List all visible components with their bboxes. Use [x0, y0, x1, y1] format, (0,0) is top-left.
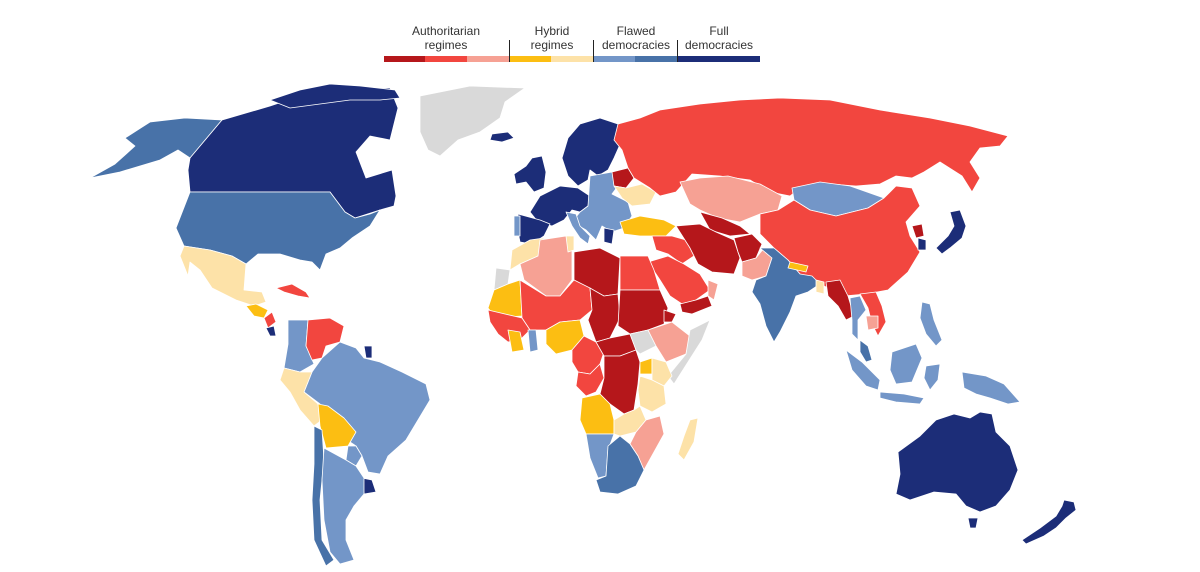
region-tunisia[interactable]	[565, 235, 575, 253]
region-philippines[interactable]	[919, 301, 943, 347]
region-ivory-coast[interactable]	[507, 329, 525, 353]
region-nepal[interactable]	[787, 261, 809, 273]
legend-label-authoritarian: Authoritarian regimes	[398, 24, 494, 52]
region-south-sudan[interactable]	[629, 329, 657, 355]
region-ethiopia[interactable]	[647, 321, 691, 363]
legend-swatch-authoritarian-1	[384, 56, 425, 62]
region-guatemala-honduras[interactable]	[245, 303, 269, 319]
region-australia[interactable]	[895, 411, 1019, 513]
region-iceland[interactable]	[489, 131, 515, 143]
legend-label-line: regimes	[424, 38, 468, 52]
region-myanmar[interactable]	[825, 279, 855, 321]
legend-label-flawed: Flawed democracies	[594, 24, 678, 52]
region-alaska[interactable]	[89, 117, 223, 179]
region-kenya[interactable]	[651, 357, 673, 387]
region-turkey[interactable]	[619, 215, 677, 237]
legend-label-line: Full	[709, 24, 729, 38]
region-malaysia[interactable]	[859, 339, 873, 363]
region-french-guiana[interactable]	[363, 345, 373, 359]
legend-swatch-hybrid-1	[509, 56, 551, 62]
legend-divider	[677, 40, 678, 62]
legend-label-line: regimes	[530, 38, 574, 52]
region-java[interactable]	[879, 391, 925, 405]
legend-label-line: democracies	[684, 38, 754, 52]
region-italy[interactable]	[565, 211, 591, 245]
region-costa-rica[interactable]	[265, 325, 277, 337]
region-tasmania[interactable]	[967, 517, 979, 529]
region-ukraine[interactable]	[613, 183, 657, 207]
region-paraguay[interactable]	[345, 445, 363, 467]
region-thailand[interactable]	[849, 295, 867, 341]
region-somalia[interactable]	[667, 319, 711, 385]
region-sulawesi[interactable]	[923, 363, 941, 391]
region-greenland[interactable]	[419, 85, 526, 157]
map-legend: Authoritarian regimes Hybrid regimes Fla…	[384, 22, 760, 64]
region-scandinavia[interactable]	[561, 117, 623, 187]
region-vietnam-laos[interactable]	[859, 291, 887, 337]
region-eritrea[interactable]	[663, 309, 677, 323]
region-egypt[interactable]	[619, 255, 661, 291]
region-japan[interactable]	[935, 209, 967, 255]
legend-label-hybrid: Hybrid regimes	[510, 24, 594, 52]
legend-label-line: Flawed	[616, 24, 656, 38]
legend-label-line: Hybrid	[534, 24, 570, 38]
region-canada-islands[interactable]	[269, 83, 401, 109]
region-oman[interactable]	[707, 279, 719, 301]
region-madagascar[interactable]	[677, 417, 699, 461]
region-botswana-south-africa[interactable]	[595, 435, 645, 495]
region-venezuela[interactable]	[305, 317, 345, 361]
legend-swatch-flawed-2	[635, 56, 677, 62]
region-congo-gabon[interactable]	[575, 363, 605, 397]
legend-divider	[509, 40, 510, 62]
region-russia[interactable]	[613, 97, 1009, 197]
region-bangladesh[interactable]	[815, 279, 825, 295]
region-south-korea[interactable]	[917, 237, 927, 251]
region-cambodia[interactable]	[865, 315, 879, 331]
region-chile[interactable]	[311, 425, 335, 567]
legend-swatch-full	[677, 56, 760, 62]
region-new-zealand[interactable]	[1021, 499, 1077, 545]
region-new-guinea[interactable]	[961, 371, 1021, 405]
legend-label-line: democracies	[601, 38, 671, 52]
region-greece[interactable]	[603, 227, 615, 245]
legend-swatch-hybrid-2	[551, 56, 593, 62]
legend-label-full: Full democracies	[677, 24, 761, 52]
region-portugal[interactable]	[513, 215, 521, 237]
region-syria-iraq[interactable]	[651, 235, 695, 265]
region-uganda[interactable]	[639, 357, 653, 375]
region-saudi-arabia[interactable]	[647, 255, 711, 305]
legend-swatch-authoritarian-3	[467, 56, 509, 62]
region-yemen[interactable]	[679, 295, 713, 315]
region-india[interactable]	[751, 247, 821, 343]
region-nicaragua[interactable]	[263, 311, 277, 329]
region-cuba[interactable]	[275, 283, 311, 299]
region-belarus[interactable]	[611, 167, 635, 189]
legend-swatch-flawed-1	[593, 56, 635, 62]
legend-divider	[593, 40, 594, 62]
legend-label-line: Authoritarian	[411, 24, 481, 38]
region-ghana[interactable]	[527, 329, 539, 353]
region-chad[interactable]	[587, 287, 621, 343]
region-iran[interactable]	[675, 223, 741, 275]
region-north-korea[interactable]	[911, 223, 925, 239]
region-uk-ireland[interactable]	[513, 155, 547, 193]
region-argentina[interactable]	[321, 447, 365, 565]
legend-swatch-authoritarian-2	[425, 56, 467, 62]
region-sumatra[interactable]	[845, 349, 881, 391]
region-tanzania[interactable]	[637, 375, 667, 413]
region-borneo[interactable]	[889, 343, 923, 385]
